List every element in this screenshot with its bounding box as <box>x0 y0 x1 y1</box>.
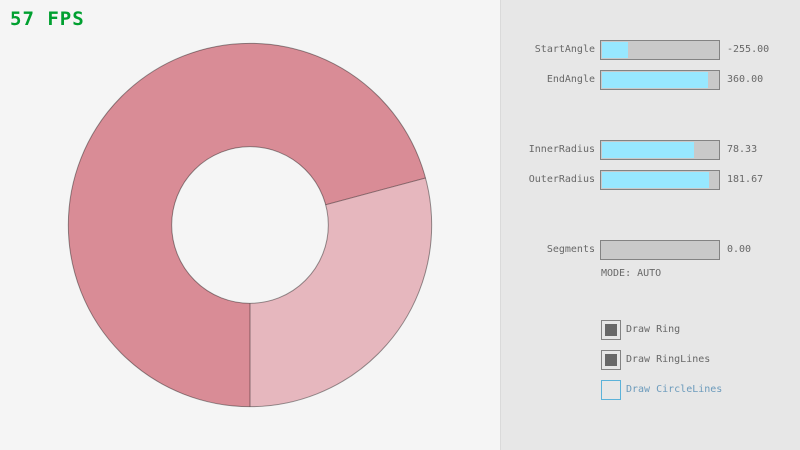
slider-label-innerradius: InnerRadius <box>528 144 595 155</box>
checkbox-draw-ringlines[interactable] <box>601 350 621 370</box>
slider-label-endangle: EndAngle <box>546 74 595 85</box>
checkbox-label-draw-ringlines: Draw RingLines <box>626 354 711 365</box>
ring-sector-overlap <box>68 43 426 407</box>
slider-row-outerradius: OuterRadius 181.67 <box>501 170 800 190</box>
slider-row-endangle: EndAngle 360.00 <box>501 70 800 90</box>
slider-outerradius[interactable] <box>600 170 720 190</box>
checkbox-draw-ring[interactable] <box>601 320 621 340</box>
ring-outer-outline <box>67 42 433 408</box>
slider-value-outerradius: 181.67 <box>727 174 764 185</box>
slider-fill-outerradius <box>602 172 710 188</box>
check-row-draw-circlelines: Draw CircleLines <box>501 380 800 400</box>
checkbox-label-draw-ring: Draw Ring <box>626 324 681 335</box>
slider-label-startangle: StartAngle <box>534 44 595 55</box>
slider-fill-startangle <box>602 42 628 58</box>
checkbox-label-draw-circlelines: Draw CircleLines <box>626 384 723 395</box>
check-mark-icon <box>605 324 617 336</box>
check-row-draw-ringlines: Draw RingLines <box>501 350 800 370</box>
slider-startangle[interactable] <box>600 40 720 60</box>
ring-sector-single <box>250 177 432 407</box>
segments-mode-label: MODE: AUTO <box>601 268 662 279</box>
slider-label-segments: Segments <box>546 244 595 255</box>
ring-start-angle-line <box>325 177 426 206</box>
check-mark-icon <box>605 354 617 366</box>
slider-label-outerradius: OuterRadius <box>528 174 595 185</box>
slider-value-innerradius: 78.33 <box>727 144 758 155</box>
slider-row-segments: Segments 0.00 <box>501 240 800 260</box>
control-panel: StartAngle -255.00 EndAngle 360.00 Inner… <box>500 0 800 450</box>
slider-value-startangle: -255.00 <box>727 44 770 55</box>
fps-counter: 57 FPS <box>10 8 85 30</box>
slider-endangle[interactable] <box>600 70 720 90</box>
checkbox-draw-circlelines[interactable] <box>601 380 621 400</box>
ring-canvas <box>67 42 433 408</box>
slider-value-segments: 0.00 <box>727 244 752 255</box>
slider-fill-endangle <box>602 72 709 88</box>
slider-segments[interactable] <box>600 240 720 260</box>
slider-row-innerradius: InnerRadius 78.33 <box>501 140 800 160</box>
check-row-draw-ring: Draw Ring <box>501 320 800 340</box>
slider-fill-innerradius <box>602 142 695 158</box>
slider-value-endangle: 360.00 <box>727 74 764 85</box>
slider-innerradius[interactable] <box>600 140 720 160</box>
slider-row-startangle: StartAngle -255.00 <box>501 40 800 60</box>
ring-inner-outline <box>171 146 329 304</box>
